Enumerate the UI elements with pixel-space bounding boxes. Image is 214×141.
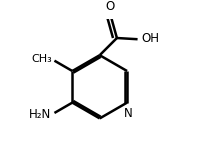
Text: H₂N: H₂N — [29, 108, 51, 121]
Text: N: N — [124, 107, 133, 120]
Text: O: O — [105, 0, 114, 13]
Text: OH: OH — [142, 32, 160, 45]
Text: CH₃: CH₃ — [31, 54, 52, 64]
